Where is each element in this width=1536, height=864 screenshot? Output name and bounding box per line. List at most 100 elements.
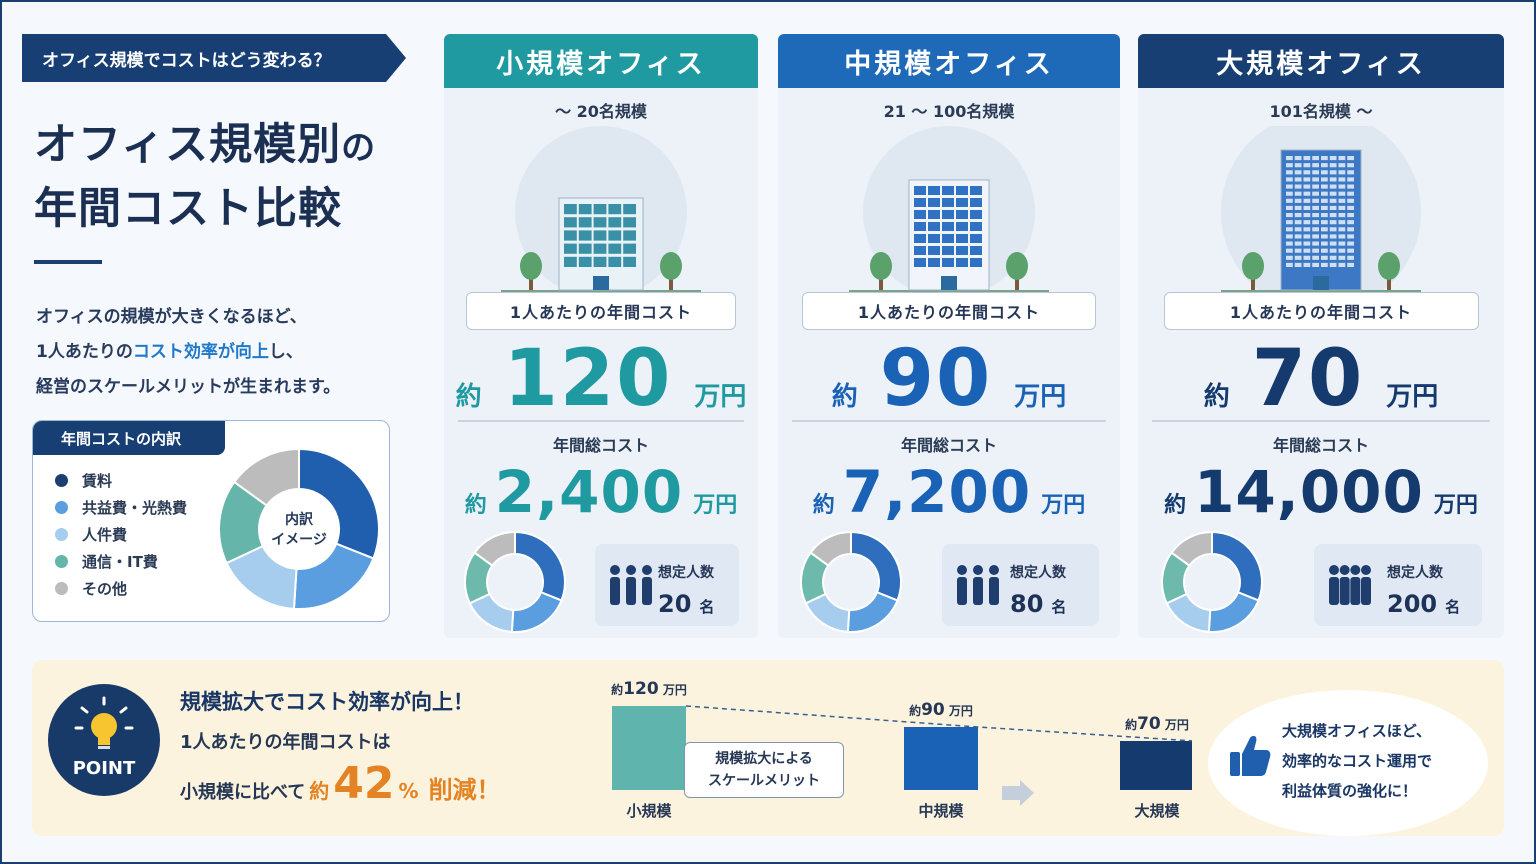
approx-prefix: 約 [1164,493,1187,518]
per-person-value: 90 [879,334,993,424]
legend-item: 人件費 [55,521,187,548]
card-range: ～ 20名規模 [555,102,647,121]
legend-item: その他 [55,575,187,602]
legend-dot [55,582,68,595]
point-badge: POINT [48,684,160,796]
donut-slice [809,530,852,567]
total-cost-label: 年間総コスト [552,436,649,455]
point-line2: 1人あたりの年間コストは [180,732,391,753]
summary-line2: 効率的なコスト運用で [1282,752,1433,770]
bar-value-label: 約90 万円 [909,700,973,720]
donut-slice [1211,530,1263,602]
total-cost-label: 年間総コスト [1272,436,1369,455]
point-heading: 規模拡大でコスト効率が向上！ [180,690,474,714]
total-cost: 約 2,400 万円 [444,458,758,526]
header-ribbon: オフィス規模でコストはどう変わる？ [22,34,406,82]
card-divider [458,420,744,422]
donut-slice [473,530,516,567]
summary-line1: 大規模オフィスほど、 [1282,722,1431,740]
headcount-value: 80 名 [1010,590,1066,618]
unit-label: 万円 [1433,493,1478,518]
legend-label: 人件費 [82,526,128,544]
card-title: 大規模オフィス [1138,34,1504,88]
description: オフィスの規模が大きくなるほど、 1人あたりのコスト効率が向上し、 経営のスケー… [36,300,340,405]
bar-value-label: 約70 万円 [1125,714,1189,734]
unit-label: 万円 [1041,493,1086,518]
approx-prefix: 約 [455,382,482,412]
headcount-label: 想定人数 [658,565,714,581]
merit-line1: 規模拡大による [715,751,813,767]
donut-center-line1: 内訳 [285,511,314,528]
legend-label: その他 [82,580,128,598]
card-range: 21 ～ 100名規模 [883,102,1015,121]
summary-line3: 利益体質の強化に！ [1282,782,1418,800]
office-building-icon [501,126,701,298]
desc-line2-post: し、 [268,342,303,362]
cost-mini-donut [464,530,566,633]
legend-item: 賃料 [55,467,187,494]
desc-highlight: コスト効率が向上 [132,342,269,362]
office-card: 大規模オフィス 101名規模 ～ 1人あたりの年間コスト 約 70 万円 年間総… [1138,34,1504,638]
title-underline [34,260,102,264]
scale-merit-label: 規模拡大による スケールメリット [684,742,844,798]
legend-label: 共益費・光熱費 [82,499,188,517]
donut-slice [514,530,566,602]
approx-prefix: 約 [1203,382,1230,412]
bar [904,727,978,790]
desc-line1: オフィスの規模が大きくなるほど、 [36,307,307,327]
approx-prefix: 約 [812,493,835,518]
donut-slice [292,542,375,610]
point-percent: 42 [333,758,395,809]
title-main: オフィス規模別 [34,120,342,170]
per-person-value: 120 [503,334,673,424]
people-icon [957,565,999,605]
headcount-box: 想定人数 20 名 [595,544,739,626]
per-person-label: 1人あたりの年間コスト [1163,292,1479,330]
headcount-number: 20 [658,590,692,618]
cost-mini-donut [800,530,902,633]
office-card: 中規模オフィス 21 ～ 100名規模 1人あたりの年間コスト 約 90 万円 … [778,34,1120,638]
total-cost-label: 年間総コスト [900,436,997,455]
card-title: 中規模オフィス [778,34,1120,88]
page-title-line2: 年間コスト比較 [34,184,342,234]
donut-slice [1170,530,1213,567]
trend-line [685,705,1192,742]
desc-line3: 経営のスケールメリットが生まれます。 [36,377,341,397]
people-icon [610,565,652,605]
point-line3-pre: 小規模に比べて [180,782,306,803]
headcount-label: 想定人数 [1387,565,1443,581]
point-section: POINT 規模拡大でコスト効率が向上！ 1人あたりの年間コストは 小規模に比べ… [32,660,1504,836]
bar [1120,741,1192,790]
legend-dot [55,474,68,487]
desc-line2: 1人あたりのコスト効率が向上し、 [36,335,340,370]
office-building-icon [1221,126,1421,312]
headcount-unit: 名 [1445,598,1461,616]
headcount-number: 200 [1387,590,1438,618]
legend-label: 通信・IT費 [82,553,158,571]
bar-category-label: 中規模 [918,802,964,820]
lightbulb-icon [74,696,134,749]
legend-label: 賃料 [82,472,113,490]
total-cost-value: 2,400 [494,458,684,526]
total-cost: 約 14,000 万円 [1138,458,1504,526]
headcount-unit: 名 [699,598,715,616]
donut-slice [298,447,379,560]
headcount-unit: 名 [1051,598,1067,616]
approx-prefix: 約 [464,493,487,518]
arrow-icon [1002,780,1034,806]
unit-label: 万円 [1386,382,1439,412]
donut-slice [850,530,902,602]
bar-category-label: 大規模 [1134,802,1180,820]
total-cost-value: 7,200 [842,458,1032,526]
office-building-icon [849,126,1049,298]
legend-dot [55,555,68,568]
breakdown-donut-chart: 内訳 イメージ [219,447,379,610]
desc-line2-pre: 1人あたりの [36,342,133,362]
donut-slice [1207,591,1260,633]
headcount-value: 20 名 [658,590,714,618]
donut-slice [232,447,300,507]
legend-item: 共益費・光熱費 [55,494,187,521]
breakdown-legend: 賃料共益費・光熱費 人件費通信・IT費 その他 [55,467,187,602]
summary-text: 大規模オフィスほど、 効率的なコスト運用で 利益体質の強化に！ [1282,716,1432,806]
